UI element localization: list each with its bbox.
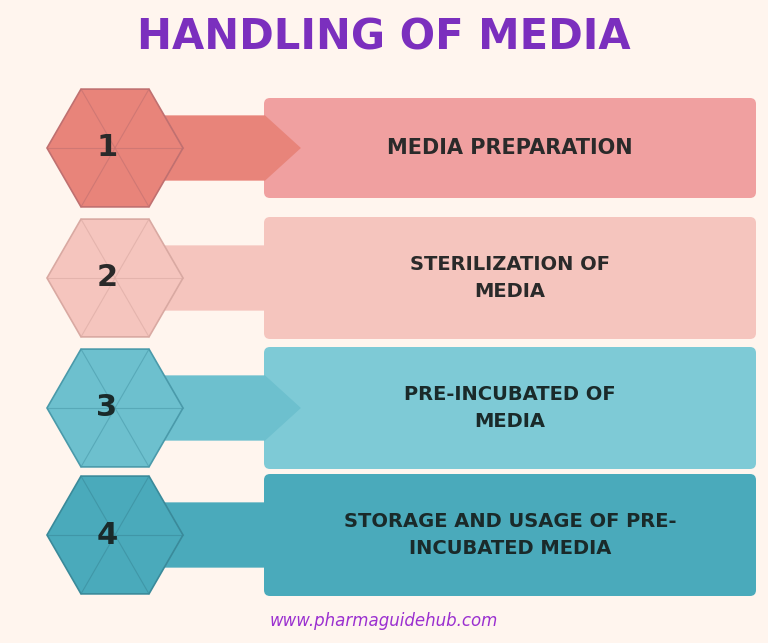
- Text: PRE-INCUBATED OF
MEDIA: PRE-INCUBATED OF MEDIA: [404, 385, 616, 431]
- Text: 1: 1: [96, 134, 118, 163]
- Text: 3: 3: [97, 394, 118, 422]
- Text: STORAGE AND USAGE OF PRE-
INCUBATED MEDIA: STORAGE AND USAGE OF PRE- INCUBATED MEDI…: [344, 512, 677, 557]
- Polygon shape: [149, 115, 301, 181]
- Text: 2: 2: [97, 264, 118, 293]
- Polygon shape: [47, 476, 183, 594]
- Text: MEDIA PREPARATION: MEDIA PREPARATION: [387, 138, 633, 158]
- FancyBboxPatch shape: [264, 347, 756, 469]
- Polygon shape: [47, 349, 183, 467]
- Polygon shape: [149, 376, 301, 440]
- Polygon shape: [149, 246, 301, 311]
- FancyBboxPatch shape: [264, 217, 756, 339]
- Text: 4: 4: [96, 520, 118, 550]
- FancyBboxPatch shape: [264, 474, 756, 596]
- FancyBboxPatch shape: [264, 98, 756, 198]
- Polygon shape: [47, 89, 183, 207]
- Polygon shape: [47, 219, 183, 337]
- Polygon shape: [149, 502, 301, 568]
- Text: STERILIZATION OF
MEDIA: STERILIZATION OF MEDIA: [410, 255, 610, 301]
- Text: HANDLING OF MEDIA: HANDLING OF MEDIA: [137, 17, 631, 59]
- Text: www.pharmaguidehub.com: www.pharmaguidehub.com: [270, 612, 498, 630]
